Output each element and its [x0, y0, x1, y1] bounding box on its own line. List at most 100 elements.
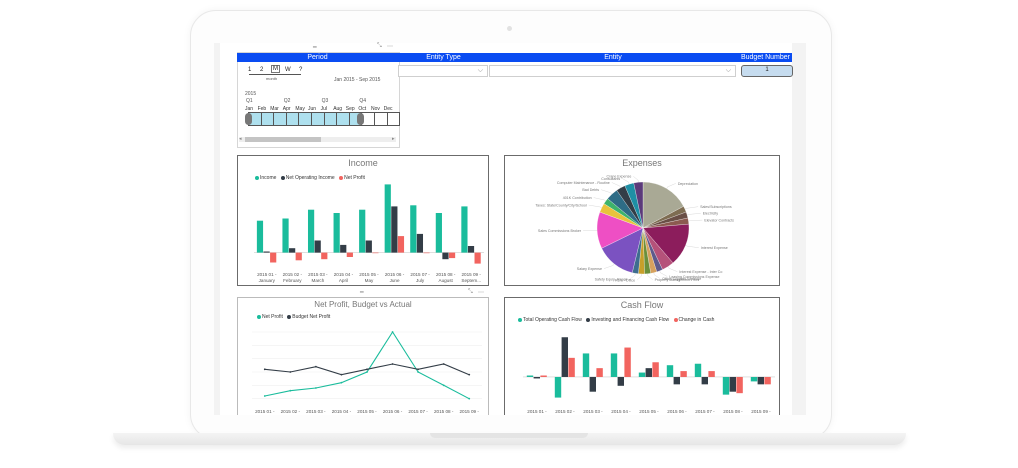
net-profit-chart-panel[interactable]: Net Profit, Budget vs Actual Net Profit …: [237, 297, 489, 415]
bar-net-profit-4[interactable]: [346, 252, 353, 257]
cash-flow-chart-panel[interactable]: Cash Flow Total Operating Cash Flow Inve…: [504, 297, 780, 415]
bar-investing-and-financing-cash-flow-9[interactable]: [757, 376, 764, 385]
drag-grip-icon[interactable]: ━: [313, 45, 317, 51]
bar-investing-and-financing-cash-flow-4[interactable]: [617, 376, 624, 386]
bar-net-profit-5[interactable]: [372, 252, 379, 254]
point-net-profit-2[interactable]: [289, 389, 292, 392]
bar-total-operating-cash-flow-4[interactable]: [610, 353, 618, 377]
bar-income-1[interactable]: [256, 220, 264, 253]
income-chart-panel[interactable]: Income Income Net Operating Income Net P…: [237, 155, 489, 286]
bar-net-profit-7[interactable]: [423, 252, 430, 254]
bar-change-in-cash-2[interactable]: [568, 357, 575, 377]
quarter-label-q4[interactable]: Q4: [359, 98, 367, 104]
bar-net-operating-income-5[interactable]: [365, 240, 372, 253]
bar-investing-and-financing-cash-flow-1[interactable]: [533, 376, 540, 379]
bar-net-operating-income-1[interactable]: [263, 251, 270, 253]
point-net-profit-6[interactable]: [391, 331, 394, 333]
entity-type-dropdown[interactable]: ⌵: [398, 65, 488, 77]
bar-investing-and-financing-cash-flow-6[interactable]: [673, 376, 680, 385]
bar-total-operating-cash-flow-9[interactable]: [750, 376, 758, 382]
expenses-chart-panel[interactable]: Expenses Depreciation Sales/Subscriptions…: [504, 155, 780, 286]
bar-income-7[interactable]: [410, 205, 417, 253]
point-net-profit-8[interactable]: [442, 384, 445, 387]
point-budget-net-profit-2[interactable]: [289, 371, 292, 373]
point-budget-net-profit-3[interactable]: [314, 365, 317, 368]
point-net-profit-5[interactable]: [366, 371, 368, 373]
more-options-icon[interactable]: ⋯: [478, 290, 484, 296]
bar-total-operating-cash-flow-7[interactable]: [694, 363, 702, 377]
bar-net-profit-1[interactable]: [270, 252, 277, 263]
bar-total-operating-cash-flow-2[interactable]: [554, 376, 562, 398]
point-net-profit-1[interactable]: [263, 395, 266, 397]
bar-net-operating-income-2[interactable]: [289, 248, 296, 253]
quarter-label-q1[interactable]: Q1: [246, 98, 253, 104]
month-cell-jun[interactable]: [311, 112, 325, 126]
bar-total-operating-cash-flow-3[interactable]: [582, 353, 590, 377]
range-handle-left[interactable]: [245, 113, 252, 125]
point-net-profit-7[interactable]: [417, 371, 420, 373]
month-label-sep[interactable]: Sep: [345, 106, 355, 112]
bar-income-4[interactable]: [333, 213, 340, 253]
bar-net-operating-income-6[interactable]: [391, 206, 398, 253]
granularity-month[interactable]: M: [271, 65, 280, 73]
granularity-1[interactable]: 1: [248, 67, 252, 73]
month-label-dec[interactable]: Dec: [383, 106, 393, 112]
bar-net-profit-6[interactable]: [397, 236, 405, 253]
point-budget-net-profit-4[interactable]: [340, 373, 343, 376]
granularity-2[interactable]: 2: [260, 67, 264, 73]
bar-investing-and-financing-cash-flow-3[interactable]: [589, 376, 596, 392]
month-label-aug[interactable]: Aug: [333, 106, 343, 112]
period-horizontal-scrollbar[interactable]: [239, 137, 396, 142]
point-net-profit-9[interactable]: [468, 397, 471, 400]
bar-change-in-cash-6[interactable]: [680, 371, 687, 377]
month-label-jul[interactable]: Jul: [320, 106, 327, 112]
month-cell-feb[interactable]: [260, 112, 275, 126]
bar-income-3[interactable]: [307, 209, 315, 253]
pie-slice-crane-expense[interactable]: [633, 181, 644, 229]
month-label-jun[interactable]: Jun: [308, 106, 317, 112]
bar-investing-and-financing-cash-flow-8[interactable]: [729, 376, 736, 392]
month-label-nov[interactable]: Nov: [371, 106, 380, 112]
entity-dropdown[interactable]: ⌵: [489, 65, 736, 77]
point-budget-net-profit-5[interactable]: [366, 368, 368, 371]
bar-income-2[interactable]: [282, 218, 289, 253]
bar-net-operating-income-9[interactable]: [467, 246, 475, 253]
month-label-oct[interactable]: Oct: [358, 106, 367, 112]
month-cell-mar[interactable]: [273, 112, 287, 126]
bar-change-in-cash-7[interactable]: [708, 371, 715, 377]
bar-change-in-cash-9[interactable]: [764, 376, 771, 385]
granularity-help[interactable]: ?: [299, 67, 303, 73]
bar-total-operating-cash-flow-6[interactable]: [666, 365, 674, 377]
more-options-icon[interactable]: ⋯: [387, 44, 393, 50]
bar-net-operating-income-4[interactable]: [340, 244, 347, 253]
focus-mode-icon[interactable]: ⤡: [468, 289, 473, 295]
quarter-label-q2[interactable]: Q2: [283, 98, 291, 104]
bar-total-operating-cash-flow-1[interactable]: [526, 375, 534, 377]
scrollbar-thumb[interactable]: [245, 137, 321, 142]
point-budget-net-profit-6[interactable]: [391, 363, 394, 365]
bar-investing-and-financing-cash-flow-5[interactable]: [645, 368, 652, 377]
bar-income-9[interactable]: [461, 206, 468, 253]
point-net-profit-4[interactable]: [340, 381, 343, 384]
point-budget-net-profit-1[interactable]: [263, 368, 266, 371]
bar-income-5[interactable]: [359, 209, 366, 253]
budget-number-button[interactable]: 1: [741, 65, 793, 77]
month-cell-aug[interactable]: [336, 112, 350, 126]
month-label-jan[interactable]: Jan: [245, 106, 254, 112]
focus-mode-icon[interactable]: ⤡: [377, 43, 382, 49]
drag-grip-icon[interactable]: ━: [360, 290, 364, 296]
month-label-may[interactable]: May: [295, 106, 305, 112]
point-budget-net-profit-8[interactable]: [442, 363, 445, 365]
bar-change-in-cash-4[interactable]: [624, 347, 631, 377]
bar-investing-and-financing-cash-flow-7[interactable]: [701, 376, 708, 385]
bar-net-operating-income-8[interactable]: [442, 252, 449, 260]
pie-slice-depreciation[interactable]: [642, 181, 684, 229]
month-timeline[interactable]: [245, 112, 401, 126]
range-handle-right[interactable]: [357, 113, 365, 125]
granularity-week[interactable]: W: [285, 67, 291, 73]
bar-income-8[interactable]: [435, 213, 442, 253]
bar-net-operating-income-7[interactable]: [416, 233, 424, 253]
bar-investing-and-financing-cash-flow-2[interactable]: [561, 337, 568, 377]
scroll-left-icon[interactable]: ◂: [239, 136, 242, 142]
scroll-right-icon[interactable]: ▸: [392, 136, 395, 142]
